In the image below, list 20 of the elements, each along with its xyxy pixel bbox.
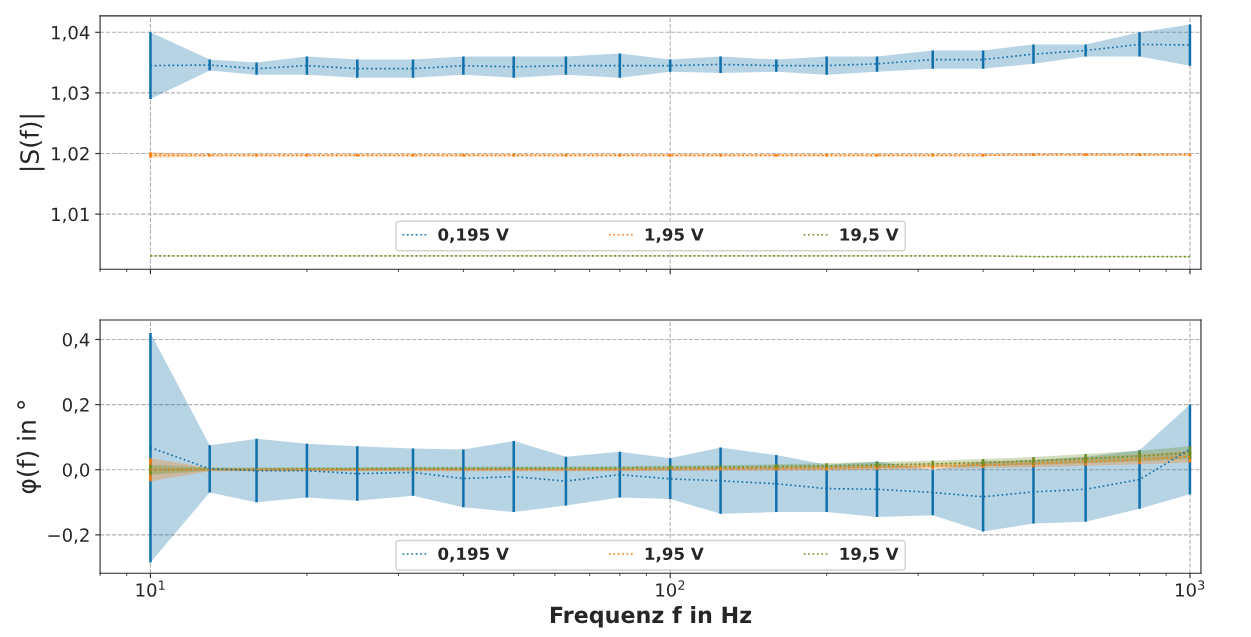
legend-label: 19,5 V [840,547,899,563]
legend-label: 19,5 V [840,228,899,243]
legend-label: 0,195 V [438,228,509,243]
y-tick-label: 1,03 [52,86,89,102]
y-tick-label: 0,0 [62,463,90,479]
y-axis-title: φ(f) in ° [16,401,41,494]
y-axis-title: |S(f)| [19,115,45,170]
legend-label: 1,95 V [645,547,704,563]
y-tick-label: 1,04 [52,25,90,42]
y-tick-label: 0,2 [62,398,89,414]
y-tick-label: 1,02 [52,146,89,163]
x-tick-label: 10$^{2}$ [656,580,685,597]
legend-label: 0,195 V [438,547,509,563]
y-tick-label: 1,01 [52,207,89,224]
x-axis-title: Frequenz f in Hz [550,606,752,628]
y-tick-label: −0,2 [48,528,89,544]
y-tick-label: 0,4 [62,332,90,349]
legend-label: 1,95 V [645,228,704,243]
x-tick-label: 10$^{3}$ [1176,580,1205,597]
x-tick-label: 10$^{1}$ [136,580,165,597]
